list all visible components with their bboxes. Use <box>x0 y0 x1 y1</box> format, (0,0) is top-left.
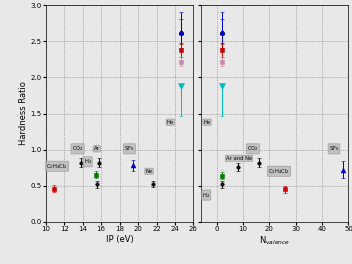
X-axis label: IP (eV): IP (eV) <box>106 235 133 244</box>
X-axis label: N$_{valence}$: N$_{valence}$ <box>259 235 290 247</box>
Text: CO$_2$: CO$_2$ <box>71 144 83 153</box>
Text: H$_2$: H$_2$ <box>84 157 92 166</box>
Text: SF$_6$: SF$_6$ <box>124 144 135 153</box>
Text: SF$_6$: SF$_6$ <box>329 144 339 153</box>
Text: He: He <box>166 120 174 125</box>
Text: CO$_2$: CO$_2$ <box>247 144 259 153</box>
Text: C$_2$H$_4$Cl$_2$: C$_2$H$_4$Cl$_2$ <box>268 167 290 176</box>
Text: Ne: Ne <box>145 169 152 174</box>
Text: He: He <box>203 120 210 125</box>
Text: Ar and Ne: Ar and Ne <box>226 156 252 161</box>
Text: Ar: Ar <box>94 146 100 151</box>
Y-axis label: Hardness Ratio: Hardness Ratio <box>19 82 27 145</box>
Text: C$_2$H$_4$Cl$_2$: C$_2$H$_4$Cl$_2$ <box>46 162 68 171</box>
Text: H$_2$: H$_2$ <box>202 191 210 200</box>
